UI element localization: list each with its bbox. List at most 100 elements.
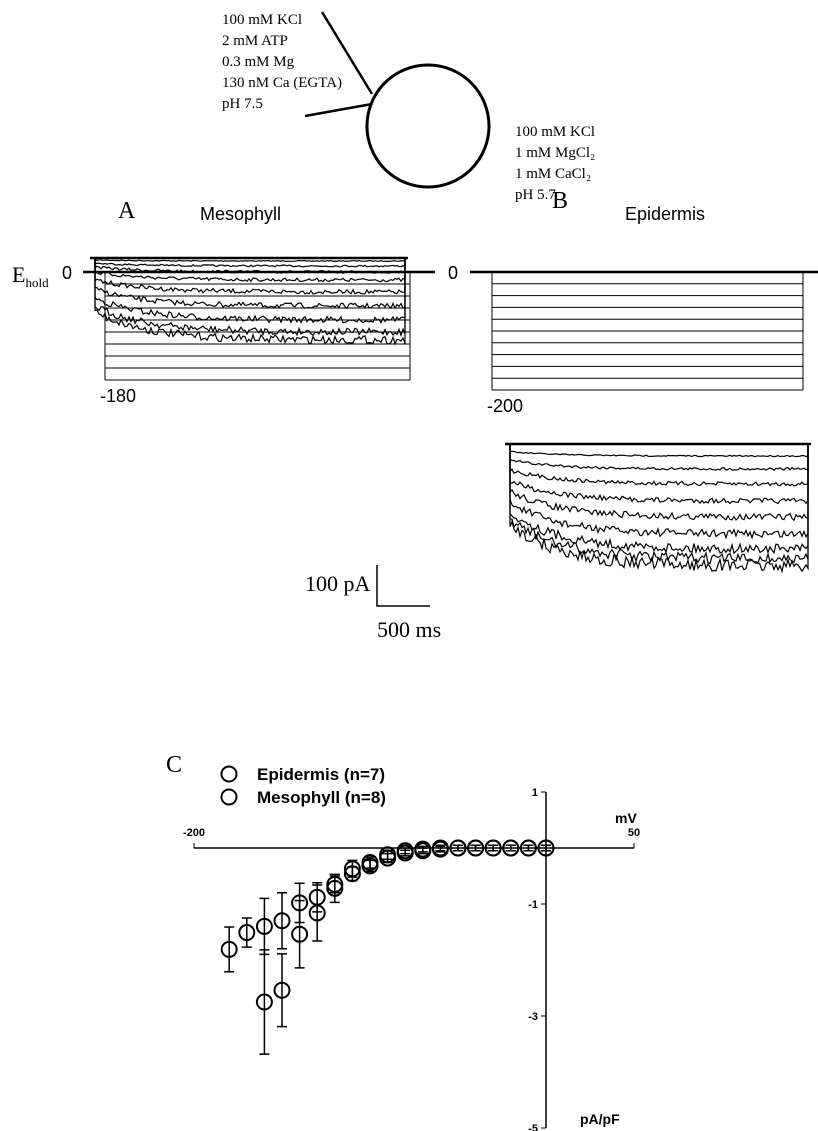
marker (255, 917, 273, 935)
error-bar (453, 844, 463, 852)
marker (343, 860, 361, 878)
y-tick-label: -3 (528, 1011, 538, 1023)
panel-letter: A (118, 198, 136, 224)
marker (291, 925, 309, 943)
error-bar (277, 953, 287, 1028)
legend-label: Epidermis (n=7) (257, 765, 385, 784)
error-bar (417, 845, 428, 853)
marker (396, 842, 414, 860)
voltage-protocols (83, 270, 818, 391)
marker (220, 940, 238, 958)
bath-solution: 100 mM KCl 1 mM MgCl₂ 1 mM CaCl₂ pH 5.7 (515, 124, 595, 203)
solution-line: 1 mM CaCl₂ (515, 166, 591, 182)
trace (509, 444, 809, 487)
trace (94, 258, 406, 310)
y-axis-label: pA/pF (580, 1111, 620, 1127)
trace (509, 444, 809, 505)
trace (509, 444, 809, 565)
solution-line: 1 mM MgCl₂ (515, 145, 595, 161)
solution-line: 100 mM KCl (222, 12, 302, 28)
panel-title: Epidermis (625, 204, 705, 224)
trace (509, 444, 809, 540)
error-bar (259, 897, 270, 956)
hold-value: 0 (62, 263, 72, 283)
error-bar (329, 873, 340, 904)
marker (467, 839, 485, 857)
trace (94, 258, 406, 275)
error-bar (294, 899, 305, 969)
error-bar (224, 926, 235, 973)
marker (255, 993, 273, 1011)
error-bar (541, 844, 551, 852)
marker (308, 904, 326, 922)
marker (326, 879, 344, 897)
error-bar (259, 949, 270, 1055)
y-tick-label: -1 (528, 899, 538, 911)
error-bar (435, 844, 446, 852)
trace (509, 444, 809, 471)
marker (484, 839, 502, 857)
error-bar (523, 844, 534, 852)
current-traces (90, 256, 811, 574)
x-tick-label: 50 (628, 827, 640, 839)
solution-line: pH 7.5 (222, 96, 263, 112)
trace (94, 258, 406, 263)
pipette-solution: 100 mM KCl 2 mM ATP 0.3 mM Mg 130 nM Ca … (222, 12, 342, 112)
marker (449, 839, 467, 857)
legend-marker (220, 788, 238, 806)
legend-label: Mesophyll (n=8) (257, 788, 386, 807)
pipette (304, 11, 374, 118)
error-bar (488, 844, 499, 852)
error-bar (470, 844, 481, 852)
trace (94, 258, 406, 346)
trace (509, 444, 809, 458)
trace (509, 444, 809, 555)
solution-line: 100 mM KCl (515, 124, 595, 140)
marker (273, 981, 291, 999)
solution-line: pH 5.7 (515, 187, 556, 203)
panel-letter: C (166, 752, 182, 778)
panel-letter: B (552, 188, 568, 214)
scale-bar (376, 565, 430, 607)
error-bar (382, 849, 393, 860)
trace (509, 444, 809, 574)
trace (94, 258, 406, 325)
solution-line: 0.3 mM Mg (222, 54, 295, 70)
cell (365, 63, 491, 189)
trace (94, 258, 406, 283)
hold-label: Ehold (12, 262, 49, 290)
scale-current: 100 pA (305, 571, 371, 596)
trace (94, 258, 406, 268)
marker (431, 839, 449, 857)
error-bar (241, 917, 252, 948)
marker (502, 839, 520, 857)
solution-line: 2 mM ATP (222, 33, 288, 49)
panel-title: Mesophyll (200, 204, 281, 224)
scale-time: 500 ms (377, 617, 441, 642)
marker (414, 840, 432, 858)
marker (519, 839, 537, 857)
y-tick-label: -5 (528, 1123, 538, 1131)
marker (273, 912, 291, 930)
y-tick-label: 1 (532, 787, 538, 799)
marker (238, 924, 256, 942)
x-tick-label: -200 (183, 827, 205, 839)
error-bar (400, 847, 411, 855)
trace (94, 258, 406, 295)
solution-line: 130 nM Ca (EGTA) (222, 75, 342, 91)
marker (537, 839, 555, 857)
legend-marker (220, 765, 238, 783)
x-axis-label: mV (615, 810, 637, 826)
marker (379, 846, 397, 864)
min-voltage: -180 (100, 386, 136, 406)
error-bar (505, 844, 516, 852)
error-bar (277, 892, 287, 950)
hold-value: 0 (448, 263, 458, 283)
trace (509, 444, 809, 522)
marker (361, 854, 379, 872)
min-voltage: -200 (487, 396, 523, 416)
trace (94, 258, 406, 338)
error-bar (312, 884, 323, 942)
